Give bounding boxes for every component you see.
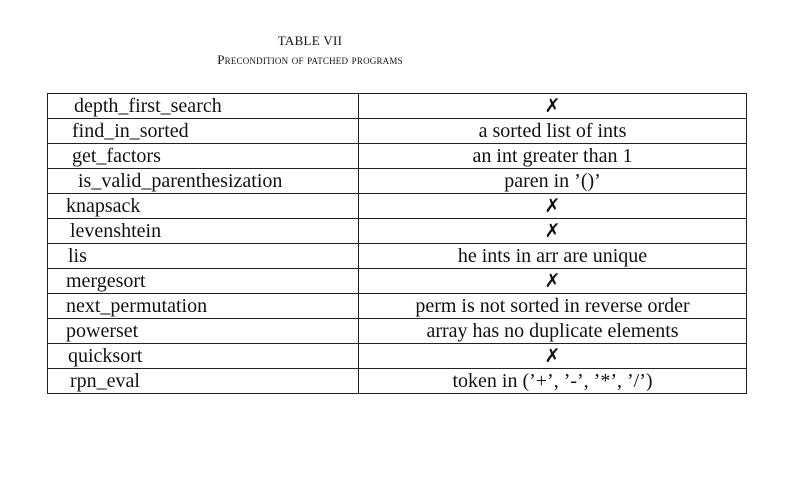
table-row: get_factors an int greater than 1 (47, 143, 747, 169)
program-name-cell: get_factors (47, 143, 359, 169)
cross-mark-icon: ✗ (544, 95, 561, 117)
program-name-cell: rpn_eval (47, 368, 359, 394)
program-name-cell: mergesort (47, 268, 359, 294)
table-row: levenshtein ✗ (47, 218, 747, 244)
table-row: depth_first_search ✗ (47, 93, 747, 119)
cross-mark-icon: ✗ (544, 195, 561, 217)
cross-mark-icon: ✗ (544, 345, 561, 367)
table-row: lis he ints in arr are unique (47, 243, 747, 269)
table-row: powerset array has no duplicate elements (47, 318, 747, 344)
precondition-cell: ✗ (358, 193, 747, 219)
program-name-cell: find_in_sorted (47, 118, 359, 144)
program-name-cell: depth_first_search (47, 93, 359, 119)
program-name-cell: next_permutation (47, 293, 359, 319)
table-row: find_in_sorted a sorted list of ints (47, 118, 747, 144)
table-row: is_valid_parenthesization paren in ’()’ (47, 168, 747, 194)
table-title: Precondition of patched programs (217, 52, 403, 67)
table-row: knapsack ✗ (47, 193, 747, 219)
program-name-cell: powerset (47, 318, 359, 344)
precondition-cell: token in (’+’, ’-’, ’*’, ’/’) (358, 368, 747, 394)
precondition-cell: paren in ’()’ (358, 168, 747, 194)
precondition-cell: perm is not sorted in reverse order (358, 293, 747, 319)
precondition-cell: an int greater than 1 (358, 143, 747, 169)
precondition-cell: he ints in arr are unique (358, 243, 747, 269)
table-row: rpn_eval token in (’+’, ’-’, ’*’, ’/’) (47, 368, 747, 394)
table-row: mergesort ✗ (47, 268, 747, 294)
table-number: TABLE VII (277, 33, 343, 48)
program-name-cell: is_valid_parenthesization (47, 168, 359, 194)
program-name-cell: lis (47, 243, 359, 269)
table-row: next_permutation perm is not sorted in r… (47, 293, 747, 319)
precondition-cell: ✗ (358, 268, 747, 294)
program-name-cell: knapsack (47, 193, 359, 219)
cross-mark-icon: ✗ (544, 270, 561, 292)
precondition-table: depth_first_search ✗ find_in_sorted a so… (47, 93, 747, 394)
precondition-cell: ✗ (358, 93, 747, 119)
precondition-cell: array has no duplicate elements (358, 318, 747, 344)
program-name-cell: levenshtein (47, 218, 359, 244)
table-body: depth_first_search ✗ find_in_sorted a so… (47, 93, 747, 394)
table-row: quicksort ✗ (47, 343, 747, 369)
precondition-cell: ✗ (358, 218, 747, 244)
precondition-cell: ✗ (358, 343, 747, 369)
program-name-cell: quicksort (47, 343, 359, 369)
precondition-cell: a sorted list of ints (358, 118, 747, 144)
cross-mark-icon: ✗ (544, 220, 561, 242)
